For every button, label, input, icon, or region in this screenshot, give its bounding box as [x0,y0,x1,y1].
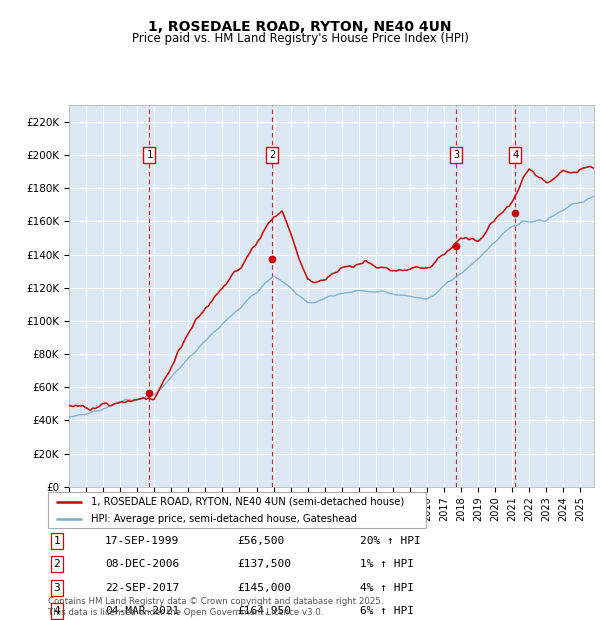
Text: 3: 3 [53,583,61,593]
Text: 2: 2 [53,559,61,569]
Text: 1, ROSEDALE ROAD, RYTON, NE40 4UN: 1, ROSEDALE ROAD, RYTON, NE40 4UN [148,20,452,34]
Text: 6% ↑ HPI: 6% ↑ HPI [360,606,414,616]
Text: 17-SEP-1999: 17-SEP-1999 [105,536,179,546]
Text: 08-DEC-2006: 08-DEC-2006 [105,559,179,569]
Text: 1, ROSEDALE ROAD, RYTON, NE40 4UN (semi-detached house): 1, ROSEDALE ROAD, RYTON, NE40 4UN (semi-… [91,497,405,507]
Text: 1: 1 [146,150,152,160]
Text: 1: 1 [53,536,61,546]
Text: Price paid vs. HM Land Registry's House Price Index (HPI): Price paid vs. HM Land Registry's House … [131,32,469,45]
Text: 22-SEP-2017: 22-SEP-2017 [105,583,179,593]
FancyBboxPatch shape [48,492,426,528]
Text: Contains HM Land Registry data © Crown copyright and database right 2025.
This d: Contains HM Land Registry data © Crown c… [48,598,383,617]
Text: 4: 4 [512,150,518,160]
Text: £145,000: £145,000 [237,583,291,593]
Text: 4: 4 [53,606,61,616]
Text: 3: 3 [453,150,460,160]
Text: £164,950: £164,950 [237,606,291,616]
Text: £56,500: £56,500 [237,536,284,546]
Text: 1% ↑ HPI: 1% ↑ HPI [360,559,414,569]
Text: 2: 2 [269,150,275,160]
Text: 04-MAR-2021: 04-MAR-2021 [105,606,179,616]
Text: 4% ↑ HPI: 4% ↑ HPI [360,583,414,593]
Text: £137,500: £137,500 [237,559,291,569]
Text: 20% ↑ HPI: 20% ↑ HPI [360,536,421,546]
Text: HPI: Average price, semi-detached house, Gateshead: HPI: Average price, semi-detached house,… [91,513,358,523]
